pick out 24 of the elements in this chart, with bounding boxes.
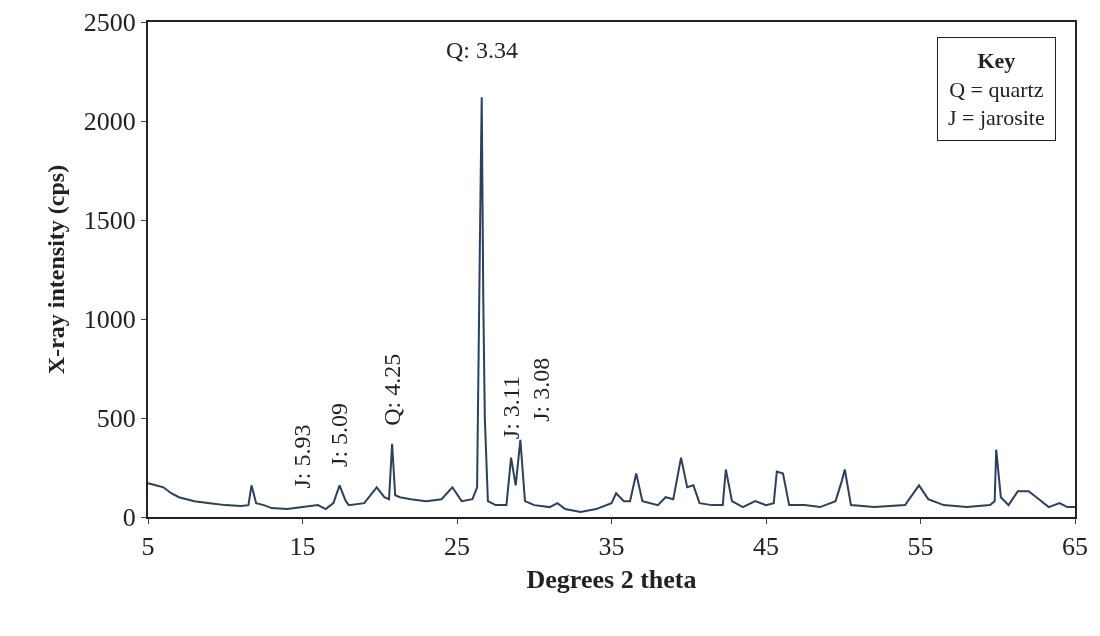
- y-tick-label: 2000: [83, 107, 136, 137]
- x-tick-label: 45: [753, 532, 779, 562]
- x-tick-label: 65: [1062, 532, 1088, 562]
- y-tick-label: 1000: [83, 305, 136, 335]
- annotation: J: 3.08: [528, 357, 555, 422]
- x-tick-label: 55: [907, 532, 934, 562]
- annotation: J: 5.93: [289, 424, 316, 489]
- annotation: J: 5.09: [326, 402, 353, 467]
- annotation: Q: 4.25: [379, 353, 406, 426]
- x-tick-label: 25: [444, 532, 470, 562]
- annotation: Q: 3.34: [446, 37, 518, 63]
- y-tick-label: 500: [96, 404, 136, 434]
- y-tick-label: 0: [122, 503, 136, 533]
- y-axis-title: X-ray intensity (cps): [43, 164, 70, 375]
- y-tick-label: 2500: [83, 8, 136, 38]
- annotation: Key: [977, 48, 1016, 73]
- annotation: Q = quartz: [949, 76, 1044, 102]
- annotation: J: 3.11: [497, 376, 524, 440]
- x-tick-label: 15: [289, 532, 316, 562]
- x-tick-label: 35: [598, 532, 625, 562]
- x-axis-title: Degrees 2 theta: [526, 565, 697, 595]
- y-tick-label: 1500: [83, 206, 136, 236]
- x-tick-label: 5: [141, 532, 155, 562]
- annotation: J = jarosite: [948, 105, 1045, 131]
